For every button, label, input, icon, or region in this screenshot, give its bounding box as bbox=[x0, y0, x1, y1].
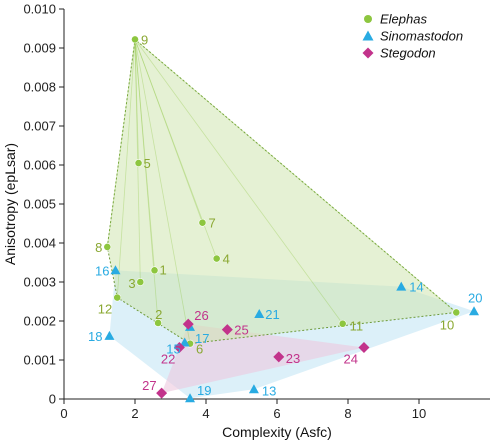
elephas-point-10 bbox=[452, 308, 461, 317]
point-label-25: 25 bbox=[234, 323, 248, 338]
elephas-facet-line bbox=[134, 39, 191, 344]
sinomastodon-point-16 bbox=[110, 265, 121, 275]
y-tick-label: 0.008 bbox=[23, 80, 56, 95]
legend-marker-sinomastodon bbox=[362, 30, 374, 41]
y-ticks: 0 0.001 0.002 0.003 0.004 0.005 0.006 0.007 0.00… bbox=[23, 2, 64, 407]
elephas-point-9 bbox=[131, 35, 139, 44]
y-tick-label: 0.005 bbox=[23, 197, 56, 212]
point-label-18: 18 bbox=[88, 329, 102, 344]
y-tick-label: 0.006 bbox=[23, 158, 56, 173]
point-label-10: 10 bbox=[440, 317, 454, 332]
x-tick-label: 6 bbox=[273, 406, 280, 421]
point-label-20: 20 bbox=[468, 290, 482, 305]
sinomastodon-point-19 bbox=[185, 393, 196, 403]
y-tick-label: 0.002 bbox=[23, 314, 56, 329]
y-axis-title: Anisotropy (epLsar) bbox=[2, 143, 18, 265]
point-label-26: 26 bbox=[194, 308, 208, 323]
point-label-22: 22 bbox=[161, 352, 175, 367]
y-tick-label: 0.007 bbox=[23, 119, 56, 134]
point-label-7: 7 bbox=[208, 216, 215, 231]
stegodon-point-25 bbox=[221, 324, 233, 336]
elephas-point-7 bbox=[198, 218, 207, 227]
elephas-facet-line bbox=[116, 39, 136, 298]
point-label-6: 6 bbox=[196, 342, 203, 357]
sinomastodon-point-13 bbox=[248, 384, 259, 394]
elephas-facet-line bbox=[134, 39, 159, 323]
sinomastodon-point-21 bbox=[254, 308, 265, 318]
elephas-facet-line bbox=[106, 39, 136, 247]
point-label-17: 17 bbox=[195, 331, 209, 346]
point-label-16: 16 bbox=[95, 263, 109, 278]
elephas-hull bbox=[106, 38, 458, 345]
elephas-facet-line bbox=[134, 39, 155, 271]
point-label-11: 11 bbox=[350, 319, 364, 334]
stegodon-point-27 bbox=[156, 387, 168, 399]
y-tick-label: 0.001 bbox=[23, 353, 56, 368]
elephas-point-8 bbox=[103, 242, 112, 251]
convex-hulls bbox=[106, 38, 475, 399]
point-label-23: 23 bbox=[286, 351, 300, 366]
sinomastodon-point-14 bbox=[396, 281, 407, 291]
point-label-15: 15 bbox=[166, 341, 180, 356]
point-label-8: 8 bbox=[95, 240, 102, 255]
legend-label-stegodon: Stegodon bbox=[380, 46, 436, 61]
stegodon-point-26 bbox=[182, 318, 194, 330]
elephas-point-4 bbox=[212, 254, 221, 263]
elephas-point-1 bbox=[150, 266, 159, 275]
point-label-13: 13 bbox=[262, 383, 276, 398]
legend-marker-elephas bbox=[364, 15, 372, 23]
point-label-1: 1 bbox=[160, 262, 167, 277]
y-tick-label: 0.010 bbox=[23, 2, 56, 17]
x-tick-label: 2 bbox=[131, 406, 138, 421]
elephas-facet-line bbox=[134, 39, 139, 164]
point-label-3: 3 bbox=[128, 276, 135, 291]
x-tick-label: 0 bbox=[60, 406, 67, 421]
elephas-point-2 bbox=[154, 319, 162, 327]
y-tick-label: 0.003 bbox=[23, 275, 56, 290]
sinomastodon-point-20 bbox=[469, 306, 480, 316]
stegodon-point-23 bbox=[273, 351, 285, 363]
stegodon-point-24 bbox=[358, 342, 370, 354]
elephas-facet-line bbox=[134, 39, 203, 223]
point-label-14: 14 bbox=[409, 280, 423, 295]
y-tick-label: 0.009 bbox=[23, 41, 56, 56]
data-points bbox=[103, 35, 480, 403]
point-label-4: 4 bbox=[223, 252, 230, 267]
y-tick-label: 0 bbox=[49, 392, 56, 407]
x-tick-label: 8 bbox=[344, 406, 351, 421]
elephas-facet-line bbox=[134, 39, 343, 324]
point-label-24: 24 bbox=[344, 352, 358, 367]
x-tick-label: 10 bbox=[412, 406, 426, 421]
x-tick-label: 4 bbox=[202, 406, 209, 421]
point-label-2: 2 bbox=[155, 307, 162, 322]
legend-label-elephas: Elephas bbox=[380, 12, 427, 27]
sinomastodon-point-18 bbox=[104, 330, 115, 340]
elephas-point-5 bbox=[134, 159, 143, 167]
point-label-9: 9 bbox=[141, 32, 148, 47]
y-tick-label: 0.004 bbox=[23, 236, 56, 251]
point-label-27: 27 bbox=[142, 378, 156, 393]
elephas-point-12 bbox=[113, 293, 122, 302]
x-axis-title: Complexity (Asfc) bbox=[222, 424, 332, 440]
elephas-point-11 bbox=[338, 319, 347, 328]
point-label-19: 19 bbox=[197, 383, 211, 398]
sinomastodon-point-15 bbox=[179, 337, 190, 347]
point-label-5: 5 bbox=[144, 156, 151, 171]
elephas-point-3 bbox=[136, 278, 145, 286]
x-ticks: 0 2 4 6 8 10 bbox=[60, 399, 426, 421]
stegodon-point-22 bbox=[173, 342, 185, 354]
point-label-21: 21 bbox=[265, 307, 279, 322]
elephas-facet-line bbox=[134, 39, 457, 313]
point-label-12: 12 bbox=[98, 302, 112, 317]
legend-marker-stegodon bbox=[362, 47, 374, 59]
legend-label-sinomastodon: Sinomastodon bbox=[380, 29, 463, 44]
legend: Elephas Sinomastodon Stegodon bbox=[362, 12, 463, 61]
